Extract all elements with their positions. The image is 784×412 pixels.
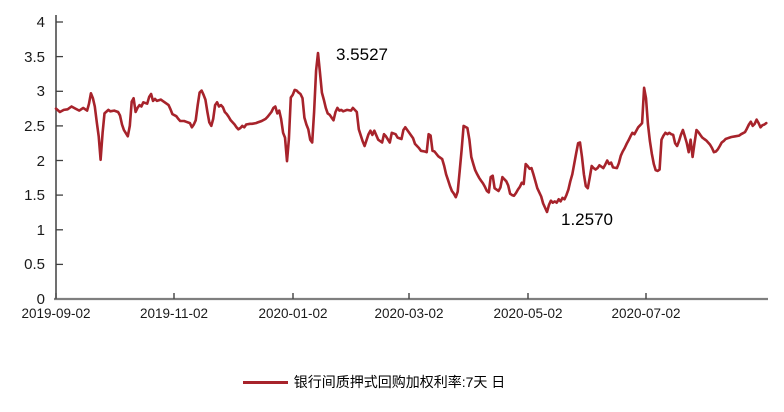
x-tick-label: 2019-11-02 (140, 306, 208, 321)
y-tick-label: 1 (37, 222, 45, 239)
x-axis-ticks (55, 293, 647, 299)
x-tick-label: 2020-03-02 (374, 306, 443, 321)
max-value-annotation: 3.5527 (336, 45, 388, 64)
y-tick-label: 3 (37, 83, 45, 100)
repo-rate-line-series (54, 51, 768, 214)
x-tick-label: 2019-09-02 (21, 306, 90, 321)
y-tick-label: 2 (37, 153, 45, 170)
y-tick-label: 1.5 (24, 187, 45, 204)
y-tick-label: 0 (37, 291, 45, 308)
x-tick-label: 2020-07-02 (611, 306, 680, 321)
y-tick-label: 4 (37, 14, 45, 31)
x-tick-label: 2020-05-02 (493, 306, 562, 321)
line-chart: 4 3.5 3 2.5 2 1.5 1 0.5 0 2019-09-02 201… (21, 14, 768, 321)
min-value-annotation: 1.2570 (561, 210, 613, 229)
y-tick-label: 3.5 (24, 49, 45, 66)
legend-line-marker (242, 380, 288, 384)
y-axis-ticks (56, 21, 63, 266)
legend: 银行间质押式回购加权利率:7天 日 (0, 372, 766, 392)
x-tick-label: 2020-01-02 (258, 306, 327, 321)
y-tick-label: 2.5 (24, 118, 45, 135)
y-axis: 4 3.5 3 2.5 2 1.5 1 0.5 0 (24, 14, 63, 308)
legend-label: 银行间质押式回购加权利率:7天 日 (293, 374, 506, 390)
y-tick-label: 0.5 (24, 256, 45, 273)
x-axis: 2019-09-02 2019-11-02 2020-01-02 2020-03… (21, 293, 768, 321)
